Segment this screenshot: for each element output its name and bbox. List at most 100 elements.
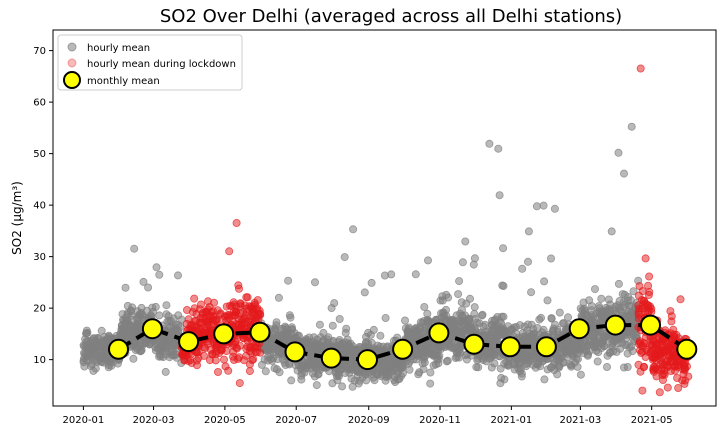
hourly-point <box>628 347 637 356</box>
hourly-point <box>312 381 321 390</box>
hourly-point <box>91 364 100 373</box>
hourly-point <box>518 264 527 273</box>
hourly-point <box>261 367 270 376</box>
hourly-point <box>275 368 284 377</box>
hourly-point <box>527 288 536 297</box>
hourly-point <box>455 277 464 286</box>
x-tick-label: 2020-11 <box>419 415 461 426</box>
legend-monthly-marker <box>63 71 81 89</box>
hourly-point <box>423 256 432 265</box>
monthly-mean-point <box>213 323 235 345</box>
hourly-point <box>330 299 339 308</box>
hourly-point <box>458 258 467 267</box>
hourly-point <box>454 290 463 299</box>
hourly-point <box>524 257 533 266</box>
hourly-points <box>79 122 643 391</box>
hourly-point <box>400 316 409 325</box>
monthly-mean-point <box>108 338 129 360</box>
legend-hourly-label: hourly mean <box>87 43 150 54</box>
x-tick-label: 2020-01 <box>63 415 105 426</box>
hourly-point <box>629 287 638 296</box>
monthly-mean-point <box>392 338 414 360</box>
hourly-point <box>360 288 369 297</box>
hourly-point <box>285 311 294 320</box>
hourly-point <box>499 312 508 321</box>
lockdown-point <box>660 370 669 379</box>
hourly-point <box>443 356 452 365</box>
hourly-point <box>540 375 549 384</box>
legend-monthly-label: monthly mean <box>87 76 160 87</box>
monthly-mean-point <box>178 331 200 353</box>
hourly-point <box>155 311 164 320</box>
monthly-mean-point <box>357 349 378 371</box>
x-tick-label: 2020-03 <box>133 415 175 426</box>
y-tick-label: 30 <box>33 252 46 263</box>
hourly-point <box>564 313 573 322</box>
hourly-point <box>495 191 504 200</box>
x-tick-label: 2020-05 <box>204 415 246 426</box>
hourly-point <box>539 325 548 334</box>
hourly-point <box>470 309 479 318</box>
monthly-mean-point <box>604 314 626 336</box>
hourly-point <box>543 296 552 305</box>
lockdown-point <box>234 281 243 290</box>
hourly-point <box>485 139 494 148</box>
hourly-point <box>627 122 636 131</box>
hourly-point <box>540 277 549 286</box>
hourly-point <box>537 313 546 322</box>
monthly-mean-point <box>284 341 306 363</box>
lockdown-point <box>224 366 233 375</box>
hourly-point <box>499 281 508 290</box>
hourly-point <box>553 370 562 379</box>
legend-lockdown-label: hourly mean during lockdown <box>87 59 236 70</box>
lockdown-point <box>253 296 262 305</box>
hourly-point <box>434 359 443 368</box>
lockdown-point <box>255 306 264 315</box>
lockdown-point <box>232 218 241 227</box>
hourly-point <box>381 313 390 322</box>
hourly-point <box>139 277 148 286</box>
hourly-point <box>420 302 429 311</box>
hourly-point <box>162 301 171 310</box>
hourly-point <box>573 362 582 371</box>
x-tick-label: 2021-05 <box>631 415 673 426</box>
monthly-mean-point <box>640 314 661 336</box>
y-tick-label: 50 <box>33 149 46 160</box>
hourly-point <box>152 263 161 272</box>
hourly-point <box>423 309 432 318</box>
monthly-mean-point <box>320 347 342 369</box>
lockdown-point <box>638 386 647 395</box>
hourly-point <box>597 294 606 303</box>
hourly-point <box>614 148 623 157</box>
hourly-point <box>607 227 616 236</box>
hourly-point <box>328 321 337 330</box>
monthly-mean-point <box>499 336 521 358</box>
lockdown-point <box>641 254 650 263</box>
lockdown-point <box>647 307 656 316</box>
hourly-point <box>335 314 344 323</box>
hourly-point <box>284 276 293 285</box>
lockdown-point <box>256 348 265 357</box>
hourly-point <box>444 293 453 302</box>
hourly-point <box>547 254 556 263</box>
hourly-point <box>532 202 541 211</box>
plot-area <box>79 64 698 397</box>
hourly-point <box>420 358 429 367</box>
x-tick-label: 2021-01 <box>490 415 532 426</box>
lockdown-point <box>663 383 672 392</box>
legend: hourly mean hourly mean during lockdown … <box>57 34 243 91</box>
hourly-point <box>474 363 483 372</box>
hourly-point <box>500 375 509 384</box>
hourly-point <box>426 368 435 377</box>
y-tick-label: 70 <box>33 46 46 57</box>
hourly-point <box>539 201 548 210</box>
monthly-mean-point <box>249 321 271 343</box>
lockdown-point <box>645 287 654 296</box>
hourly-point <box>342 324 351 333</box>
hourly-point <box>144 283 153 292</box>
hourly-point <box>614 279 623 288</box>
lockdown-point <box>674 383 683 392</box>
hourly-point <box>367 278 376 287</box>
y-axis: 10 20 30 40 50 60 70 <box>33 46 53 366</box>
lockdown-point <box>667 312 676 321</box>
